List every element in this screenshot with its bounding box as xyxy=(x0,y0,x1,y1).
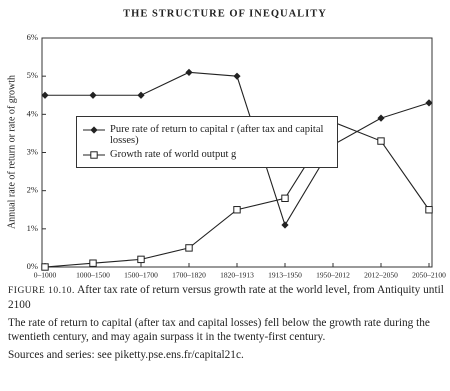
legend-entry: Pure rate of return to capital r (after … xyxy=(83,124,331,146)
point xyxy=(41,263,49,271)
y-tick-label: 1% xyxy=(27,223,38,233)
description: The rate of return to capital (after tax… xyxy=(8,317,430,343)
x-tick-label: 1950–2012 xyxy=(316,271,350,280)
legend-swatch xyxy=(83,126,105,134)
figure-label: FIGURE 10.10. xyxy=(8,286,75,296)
point xyxy=(90,126,98,134)
x-tick-label: 2012–2050 xyxy=(364,271,398,280)
y-tick-label: 3% xyxy=(27,146,38,156)
legend-swatch xyxy=(83,151,105,159)
point xyxy=(233,72,241,80)
point xyxy=(233,206,241,214)
point xyxy=(89,259,97,267)
point xyxy=(89,91,97,99)
x-tick-label: 1500–1700 xyxy=(124,271,158,280)
point xyxy=(185,244,193,252)
header: THE STRUCTURE OF INEQUALITY xyxy=(123,8,327,19)
figure-title: After tax rate of return versus growth r… xyxy=(8,284,444,311)
x-tick-label: 1700–1820 xyxy=(172,271,206,280)
point xyxy=(137,255,145,264)
point xyxy=(90,151,98,159)
x-tick-label: 2050–2100 xyxy=(412,271,446,280)
point xyxy=(425,206,433,214)
legend-label: Growth rate of world output g xyxy=(110,149,237,160)
y-tick-label: 0% xyxy=(27,261,38,271)
y-tick-label: 6% xyxy=(27,32,38,42)
x-tick-label: 1913–1950 xyxy=(268,271,302,280)
x-tick-label: 1000–1500 xyxy=(76,271,110,280)
sources: Sources and series: see piketty.pse.ens.… xyxy=(8,349,244,361)
point xyxy=(137,91,145,99)
point xyxy=(377,114,385,122)
y-axis-label: Annual rate of return or rate of growth xyxy=(6,75,17,229)
point xyxy=(281,194,289,203)
point xyxy=(41,91,49,99)
legend-label: Pure rate of return to capital r (after … xyxy=(110,124,324,146)
y-tick-label: 5% xyxy=(27,70,38,80)
x-tick-label: 0–1000 xyxy=(34,271,57,280)
y-tick-label: 4% xyxy=(27,108,38,118)
point xyxy=(281,221,289,229)
point xyxy=(185,68,193,76)
point xyxy=(377,137,385,145)
y-tick-label: 2% xyxy=(27,185,38,195)
point xyxy=(425,99,433,107)
figure-caption: FIGURE 10.10. After tax rate of return v… xyxy=(8,283,444,312)
chart: THE STRUCTURE OF INEQUALITY Annual rate … xyxy=(6,8,446,280)
x-tick-label: 1820–1913 xyxy=(220,271,254,280)
legend: Pure rate of return to capital r (after … xyxy=(76,116,338,168)
legend-entry: Growth rate of world output g xyxy=(83,149,331,160)
caption: FIGURE 10.10. After tax rate of return v… xyxy=(8,283,444,366)
